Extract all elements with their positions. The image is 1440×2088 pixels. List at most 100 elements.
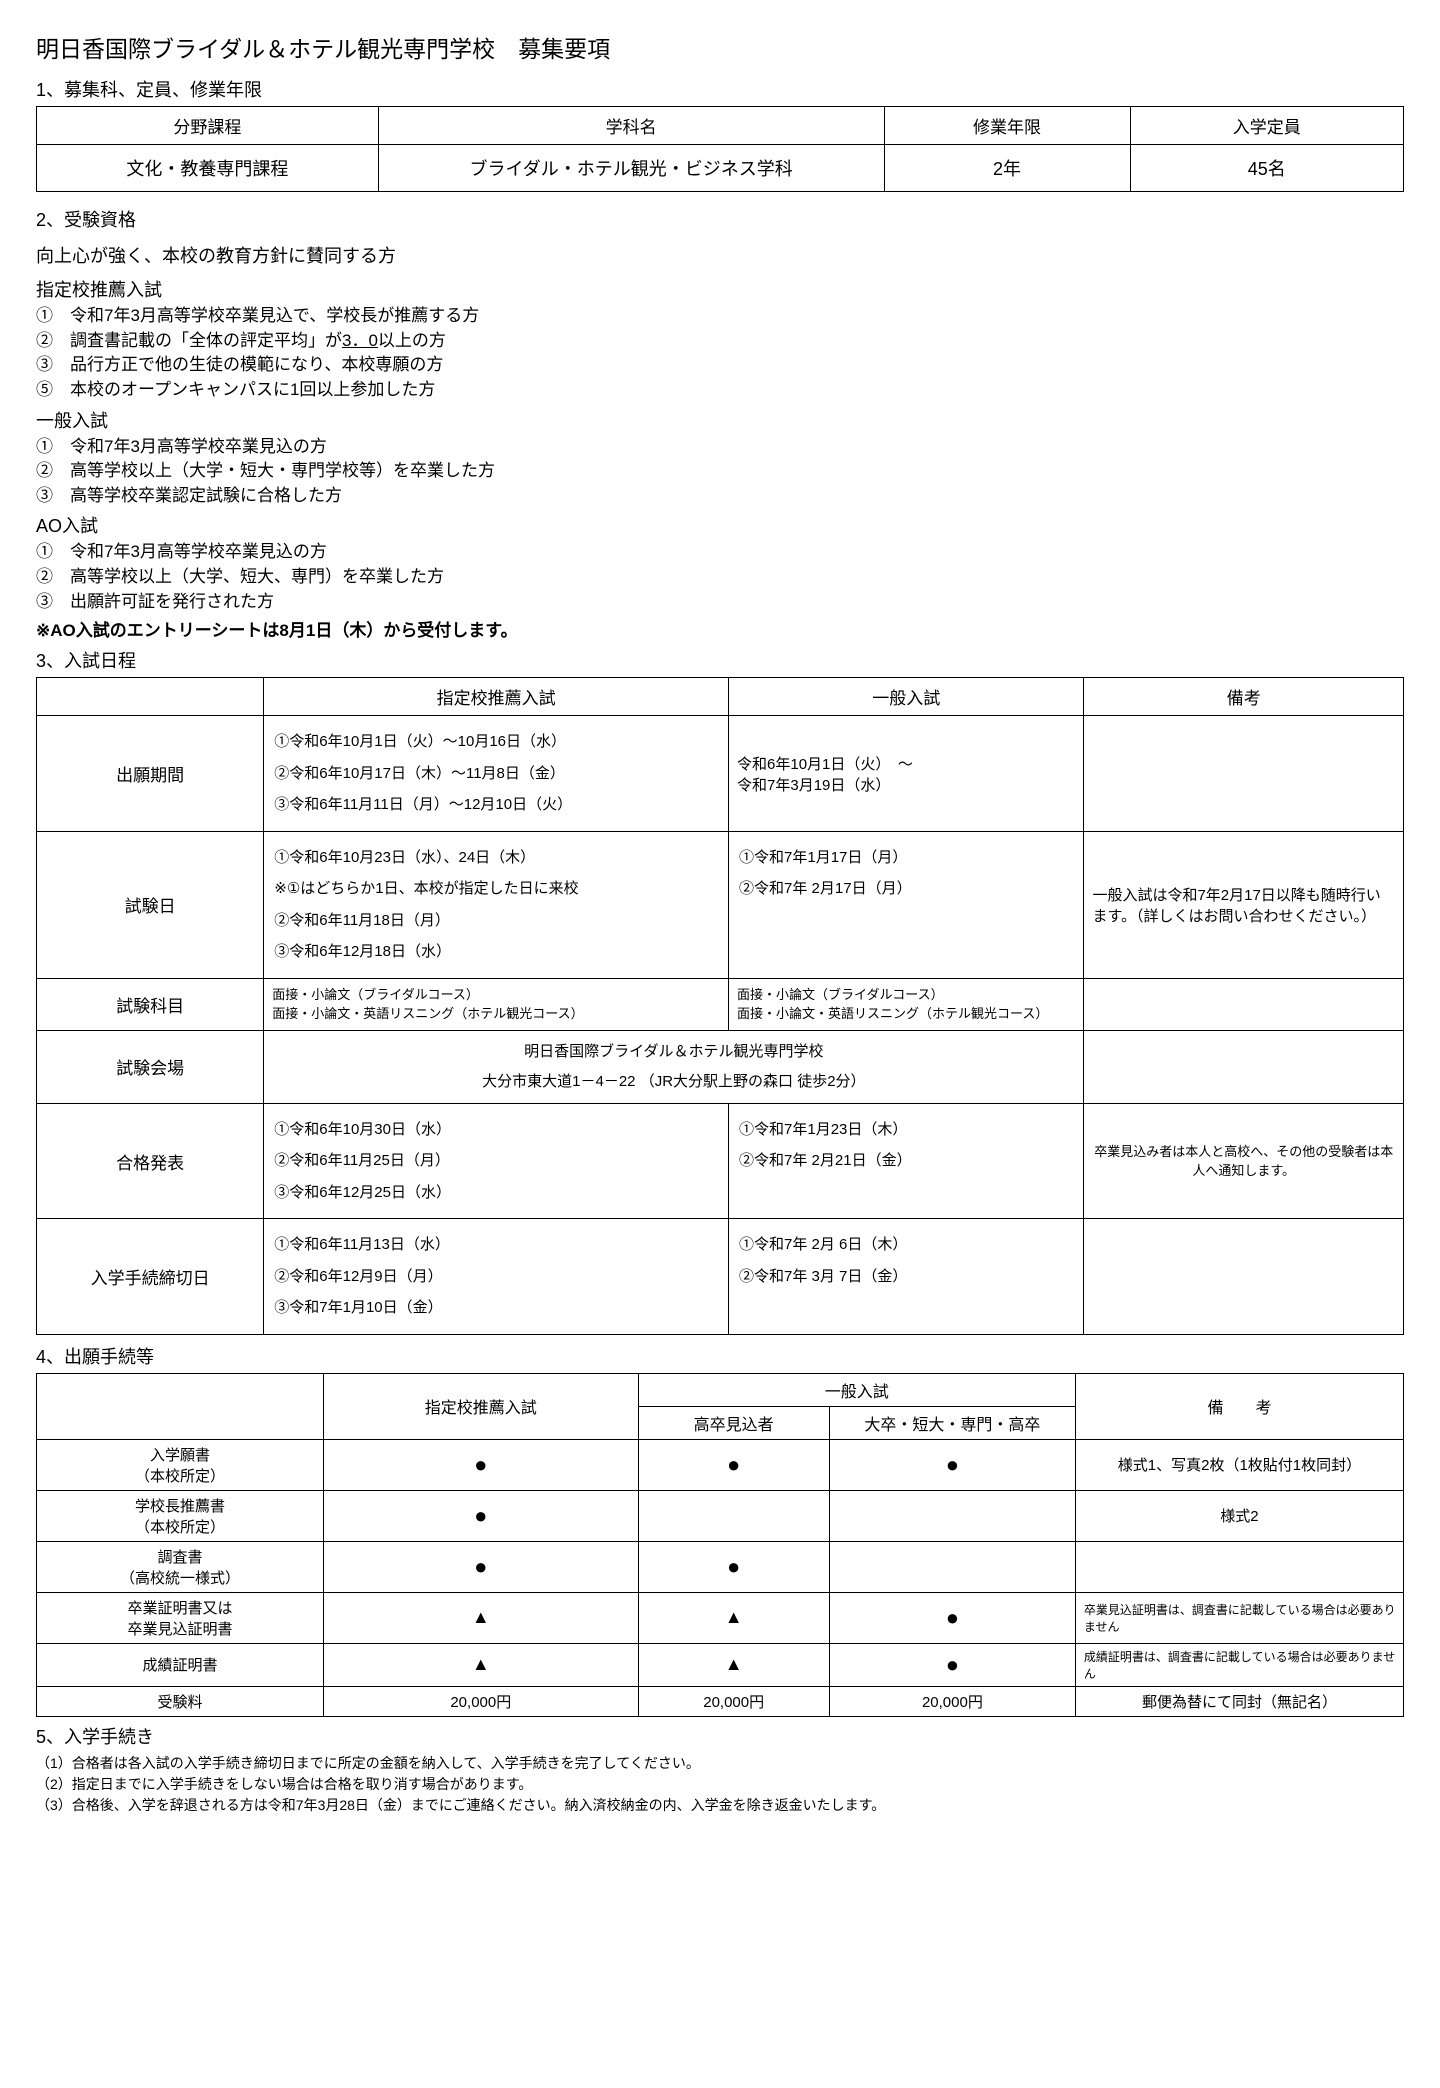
qual-block-title: 一般入試: [36, 407, 1404, 433]
doc-row: 学校長推薦書（本校所定）● 様式2: [37, 1490, 1404, 1541]
doc-label: 受験料: [37, 1686, 324, 1716]
doc-note: 郵便為替にて同封（無記名）: [1075, 1686, 1403, 1716]
row-venue: 試験会場 明日香国際ブライダル＆ホテル観光専門学校大分市東大道1－4－22 （J…: [37, 1030, 1404, 1103]
cell-years: 2年: [884, 145, 1130, 192]
doc-note: 卒業見込証明書は、調査書に記載している場合は必要ありません: [1075, 1592, 1403, 1643]
c3: 卒業見込み者は本人と高校へ、その他の受験者は本人へ通知します。: [1084, 1103, 1404, 1219]
c3: [1084, 1030, 1404, 1103]
col-shitei: 指定校推薦入試: [264, 678, 729, 716]
sec5-heading: 5、入学手続き: [36, 1723, 1404, 1749]
blank-header: [37, 678, 264, 716]
sub-b2: 大卒・短大・専門・高卒: [829, 1406, 1075, 1439]
label: 試験日: [37, 831, 264, 978]
col-years: 修業年限: [884, 107, 1130, 145]
doc-a: ▲: [324, 1643, 638, 1686]
doc-b1: 20,000円: [638, 1686, 829, 1716]
doc-b2: ●: [829, 1643, 1075, 1686]
qual-item: ② 高等学校以上（大学、短大、専門）を卒業した方: [36, 565, 1404, 590]
c3: [1084, 1219, 1404, 1335]
doc-label: 卒業証明書又は卒業見込証明書: [37, 1592, 324, 1643]
row-application-period: 出願期間 ①令和6年10月1日（火）～10月16日（水）②令和6年10月17日（…: [37, 716, 1404, 832]
c2: ①令和7年1月23日（木）②令和7年 2月21日（金）: [729, 1103, 1084, 1219]
label: 試験科目: [37, 978, 264, 1030]
doc-b1: ●: [638, 1439, 829, 1490]
page-title: 明日香国際ブライダル＆ホテル観光専門学校 募集要項: [36, 30, 1404, 64]
qual-item: ③ 品行方正で他の生徒の模範になり、本校専願の方: [36, 353, 1404, 378]
col-remarks: 備 考: [1075, 1373, 1403, 1439]
c1: ①令和6年10月1日（火）～10月16日（水）②令和6年10月17日（木）～11…: [264, 716, 729, 832]
qual-item: ② 調査書記載の「全体の評定平均」が3．0以上の方: [36, 329, 1404, 354]
row-subjects: 試験科目 面接・小論文（ブライダルコース）面接・小論文・英語リスニング（ホテル観…: [37, 978, 1404, 1030]
col-shitei: 指定校推薦入試: [324, 1373, 638, 1439]
row-exam-date: 試験日 ①令和6年10月23日（水）、24日（木）※①はどちらか1日、本校が指定…: [37, 831, 1404, 978]
doc-b1: ▲: [638, 1592, 829, 1643]
c2: 令和6年10月1日（火） ～令和7年3月19日（水）: [729, 716, 1084, 832]
sub-b1: 高卒見込者: [638, 1406, 829, 1439]
qual-item: ① 令和7年3月高等学校卒業見込で、学校長が推薦する方: [36, 304, 1404, 329]
doc-b2: [829, 1541, 1075, 1592]
blank-header: [37, 1373, 324, 1439]
cell-capacity: 45名: [1130, 145, 1403, 192]
qual-item: ① 令和7年3月高等学校卒業見込の方: [36, 435, 1404, 460]
col-capacity: 入学定員: [1130, 107, 1403, 145]
c1: ①令和6年10月23日（水）、24日（木）※①はどちらか1日、本校が指定した日に…: [264, 831, 729, 978]
sec3-heading: 3、入試日程: [36, 647, 1404, 673]
cell-dept: ブライダル・ホテル観光・ビジネス学科: [378, 145, 884, 192]
doc-b1: ▲: [638, 1643, 829, 1686]
col-ippan: 一般入試: [638, 1373, 1075, 1406]
cell-field: 文化・教養専門課程: [37, 145, 379, 192]
row-deadline: 入学手続締切日 ①令和6年11月13日（水）②令和6年12月9日（月）③令和7年…: [37, 1219, 1404, 1335]
doc-note: 成績証明書は、調査書に記載している場合は必要ありません: [1075, 1643, 1403, 1686]
doc-row: 受験料20,000円20,000円20,000円郵便為替にて同封（無記名）: [37, 1686, 1404, 1716]
label: 合格発表: [37, 1103, 264, 1219]
doc-b2: 20,000円: [829, 1686, 1075, 1716]
qual-block-title: 指定校推薦入試: [36, 276, 1404, 302]
sec4-heading: 4、出願手続等: [36, 1343, 1404, 1369]
doc-row: 卒業証明書又は卒業見込証明書▲▲●卒業見込証明書は、調査書に記載している場合は必…: [37, 1592, 1404, 1643]
c1: ①令和6年10月30日（水）②令和6年11月25日（月）③令和6年12月25日（…: [264, 1103, 729, 1219]
c1: 面接・小論文（ブライダルコース）面接・小論文・英語リスニング（ホテル観光コース）: [264, 978, 729, 1030]
row-results: 合格発表 ①令和6年10月30日（水）②令和6年11月25日（月）③令和6年12…: [37, 1103, 1404, 1219]
footnote: （1）合格者は各入試の入学手続き締切日までに所定の金額を納入して、入学手続きを完…: [36, 1753, 1404, 1774]
venue: 明日香国際ブライダル＆ホテル観光専門学校大分市東大道1－4－22 （JR大分駅上…: [264, 1030, 1084, 1103]
doc-b2: ●: [829, 1592, 1075, 1643]
doc-label: 成績証明書: [37, 1643, 324, 1686]
col-remarks: 備考: [1084, 678, 1404, 716]
qual-intro: 向上心が強く、本校の教育方針に賛同する方: [36, 242, 1404, 268]
doc-b1: [638, 1490, 829, 1541]
footnote: （2）指定日までに入学手続きをしない場合は合格を取り消す場合があります。: [36, 1774, 1404, 1795]
doc-label: 学校長推薦書（本校所定）: [37, 1490, 324, 1541]
doc-a: ●: [324, 1490, 638, 1541]
doc-b2: ●: [829, 1439, 1075, 1490]
doc-note: [1075, 1541, 1403, 1592]
doc-b1: ●: [638, 1541, 829, 1592]
doc-row: 成績証明書▲▲●成績証明書は、調査書に記載している場合は必要ありません: [37, 1643, 1404, 1686]
doc-row: 調査書（高校統一様式）●●: [37, 1541, 1404, 1592]
doc-note: 様式2: [1075, 1490, 1403, 1541]
col-ippan: 一般入試: [729, 678, 1084, 716]
course-table: 分野課程 学科名 修業年限 入学定員 文化・教養専門課程 ブライダル・ホテル観光…: [36, 106, 1404, 192]
c2: 面接・小論文（ブライダルコース）面接・小論文・英語リスニング（ホテル観光コース）: [729, 978, 1084, 1030]
qual-item: ⑤ 本校のオープンキャンパスに1回以上参加した方: [36, 378, 1404, 403]
c3: 一般入試は令和7年2月17日以降も随時行います。（詳しくはお問い合わせください。…: [1084, 831, 1404, 978]
label: 試験会場: [37, 1030, 264, 1103]
doc-b2: [829, 1490, 1075, 1541]
col-field: 分野課程: [37, 107, 379, 145]
schedule-table: 指定校推薦入試 一般入試 備考 出願期間 ①令和6年10月1日（火）～10月16…: [36, 677, 1404, 1335]
sec1-heading: 1、募集科、定員、修業年限: [36, 76, 1404, 102]
col-dept: 学科名: [378, 107, 884, 145]
c2: ①令和7年 2月 6日（木）②令和7年 3月 7日（金）: [729, 1219, 1084, 1335]
c3: [1084, 978, 1404, 1030]
qual-item: ② 高等学校以上（大学・短大・専門学校等）を卒業した方: [36, 459, 1404, 484]
c2: ①令和7年1月17日（月）②令和7年 2月17日（月）: [729, 831, 1084, 978]
doc-row: 入学願書（本校所定）●●●様式1、写真2枚（1枚貼付1枚同封）: [37, 1439, 1404, 1490]
sec2-heading: 2、受験資格: [36, 206, 1404, 232]
c3: [1084, 716, 1404, 832]
qual-note: ※AO入試のエントリーシートは8月1日（木）から受付します。: [36, 616, 1404, 641]
label: 入学手続締切日: [37, 1219, 264, 1335]
footnote: （3）合格後、入学を辞退される方は令和7年3月28日（金）までにご連絡ください。…: [36, 1795, 1404, 1816]
qual-block-title: AO入試: [36, 512, 1404, 538]
label: 出願期間: [37, 716, 264, 832]
doc-a: ●: [324, 1541, 638, 1592]
doc-a: ▲: [324, 1592, 638, 1643]
